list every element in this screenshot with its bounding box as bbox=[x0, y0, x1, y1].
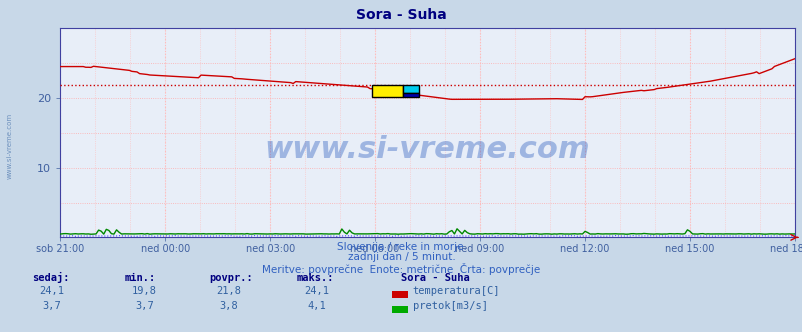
Text: 24,1: 24,1 bbox=[39, 286, 65, 296]
Text: Meritve: povprečne  Enote: metrične  Črta: povprečje: Meritve: povprečne Enote: metrične Črta:… bbox=[262, 263, 540, 275]
Text: sedaj:: sedaj: bbox=[32, 272, 70, 283]
Text: 3,7: 3,7 bbox=[135, 301, 154, 311]
Text: Slovenija / reke in morje.: Slovenija / reke in morje. bbox=[336, 242, 466, 252]
Text: temperatura[C]: temperatura[C] bbox=[412, 286, 500, 296]
Text: 19,8: 19,8 bbox=[132, 286, 157, 296]
Text: 3,7: 3,7 bbox=[43, 301, 62, 311]
Text: zadnji dan / 5 minut.: zadnji dan / 5 minut. bbox=[347, 252, 455, 262]
Text: min.:: min.: bbox=[124, 273, 156, 283]
Text: maks.:: maks.: bbox=[297, 273, 334, 283]
Text: www.si-vreme.com: www.si-vreme.com bbox=[6, 113, 12, 179]
Text: 3,8: 3,8 bbox=[219, 301, 238, 311]
FancyBboxPatch shape bbox=[372, 85, 403, 97]
Text: Sora - Suha: Sora - Suha bbox=[355, 8, 447, 22]
Text: povpr.:: povpr.: bbox=[209, 273, 252, 283]
Text: Sora - Suha: Sora - Suha bbox=[401, 273, 470, 283]
Text: 4,1: 4,1 bbox=[307, 301, 326, 311]
FancyBboxPatch shape bbox=[403, 94, 419, 97]
Text: 24,1: 24,1 bbox=[304, 286, 330, 296]
FancyBboxPatch shape bbox=[403, 85, 419, 94]
Text: 21,8: 21,8 bbox=[216, 286, 241, 296]
Text: www.si-vreme.com: www.si-vreme.com bbox=[265, 135, 589, 164]
Text: pretok[m3/s]: pretok[m3/s] bbox=[412, 301, 487, 311]
